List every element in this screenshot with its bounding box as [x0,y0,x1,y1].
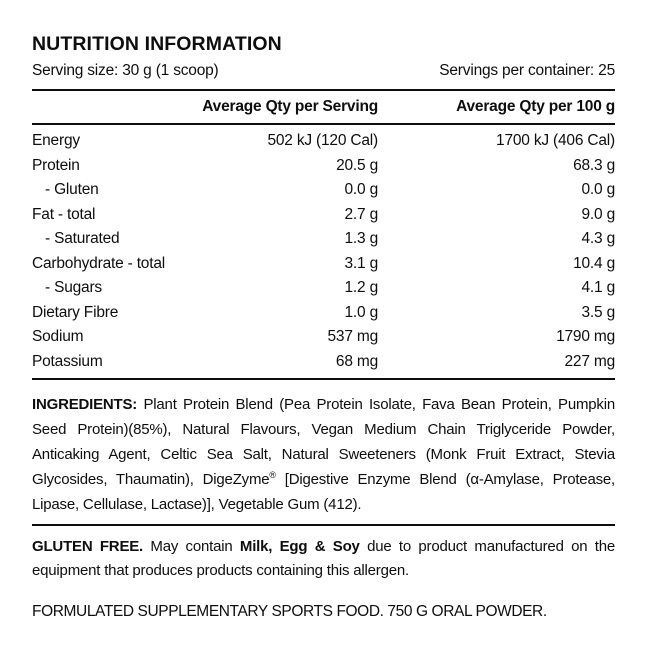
allergen-bold-list: Milk, Egg & Soy [239,538,360,555]
serving-info-row: Serving size: 30 g (1 scoop) Servings pe… [32,61,615,80]
column-header-per-serving: Average Qty per Serving [202,98,378,115]
nutrient-label: Protein [32,156,80,174]
table-row: Potassium 68 mg 227 mg [32,350,615,375]
registered-trademark-symbol: ® [269,470,276,480]
allergen-statement: GLUTEN FREE. May contain Milk, Egg & Soy… [32,535,615,583]
table-row: Fat - total 2.7 g 9.0 g [32,203,615,228]
per-serving-value: 1.0 g [344,303,379,321]
divider-ingredients-bottom [32,524,615,526]
per-100g-value: 227 mg [564,352,616,370]
per-serving-value: 537 mg [327,328,379,345]
per-serving-value: 502 kJ (120 Cal) [267,132,378,149]
table-row: - Gluten 0.0 g 0.0 g [32,178,615,203]
page-title: NUTRITION INFORMATION [32,33,282,55]
per-100g-value: 10.4 g [573,254,615,272]
table-row: Energy 502 kJ (120 Cal) 1700 kJ (406 Cal… [32,129,615,154]
divider-top [32,89,615,91]
ingredients-heading: INGREDIENTS: [32,396,138,413]
nutrient-label: Sodium [32,328,84,345]
nutrient-label: Dietary Fibre [32,303,119,321]
nutrient-label: Energy [32,132,80,149]
servings-per-container-text: Servings per container: 25 [439,62,615,79]
nutrient-label: - Gluten [45,181,99,198]
allergen-text-1: May contain [143,538,240,555]
nutrition-table: Energy 502 kJ (120 Cal) 1700 kJ (406 Cal… [32,125,615,378]
per-serving-value: 20.5 g [336,156,378,174]
per-serving-value: 0.0 g [344,181,379,198]
allergen-text-2: due to product manufactured on the equip… [32,538,616,579]
divider-table-bottom [32,378,615,380]
per-serving-value: 1.3 g [344,230,379,247]
nutrient-label: Potassium [32,352,103,370]
per-100g-value: 68.3 g [573,156,615,174]
table-row: - Saturated 1.3 g 4.3 g [32,227,615,252]
serving-size-text: Serving size: 30 g (1 scoop) [32,62,219,79]
per-100g-value: 3.5 g [581,303,616,321]
column-header-per-100g: Average Qty per 100 g [456,98,615,115]
nutrient-label: - Saturated [45,230,120,247]
table-header-row: Average Qty per Serving Average Qty per … [32,91,615,123]
per-serving-value: 2.7 g [344,205,379,223]
per-serving-value: 68 mg [335,352,378,370]
table-row: - Sugars 1.2 g 4.1 g [32,276,615,301]
table-row: Protein 20.5 g 68.3 g [32,154,615,179]
ingredients-text-2: [Digestive Enzyme Blend (α-Amylase, Prot… [32,471,615,513]
ingredients-text-1: Plant Protein Blend (Pea Protein Isolate… [32,396,615,488]
formulated-food-statement: FORMULATED SUPPLEMENTARY SPORTS FOOD. 75… [32,603,547,620]
per-serving-value: 1.2 g [344,279,379,296]
per-100g-value: 4.3 g [581,230,616,247]
nutrient-label: - Sugars [45,279,102,296]
nutrient-label: Carbohydrate - total [32,254,165,272]
per-100g-value: 4.1 g [581,279,616,296]
gluten-free-heading: GLUTEN FREE. [32,538,144,555]
nutrient-label: Fat - total [32,205,96,223]
per-serving-value: 3.1 g [344,254,379,272]
per-100g-value: 1700 kJ (406 Cal) [496,132,615,149]
table-row: Sodium 537 mg 1790 mg [32,325,615,350]
table-row: Dietary Fibre 1.0 g 3.5 g [32,301,615,326]
per-100g-value: 0.0 g [581,181,616,198]
ingredients-paragraph: INGREDIENTS: Plant Protein Blend (Pea Pr… [32,392,615,517]
per-100g-value: 1790 mg [556,328,615,345]
per-100g-value: 9.0 g [581,205,616,223]
table-row: Carbohydrate - total 3.1 g 10.4 g [32,252,615,277]
divider-header [32,123,615,125]
